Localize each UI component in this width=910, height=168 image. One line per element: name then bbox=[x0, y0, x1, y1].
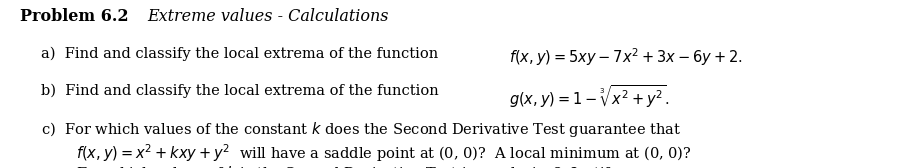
Text: $f(x, y) = x^2 + kxy + y^2$  will have a saddle point at (0, 0)?  A local minimu: $f(x, y) = x^2 + kxy + y^2$ will have a … bbox=[76, 142, 692, 164]
Text: For which values of $k$ is the Second Derivative Test inconclusive?  Justify you: For which values of $k$ is the Second De… bbox=[76, 164, 726, 168]
Text: a)  Find and classify the local extrema of the function: a) Find and classify the local extrema o… bbox=[41, 46, 443, 61]
Text: $f(x, y) = 5xy - 7x^2 + 3x - 6y + 2$.: $f(x, y) = 5xy - 7x^2 + 3x - 6y + 2$. bbox=[509, 46, 743, 68]
Text: b)  Find and classify the local extrema of the function: b) Find and classify the local extrema o… bbox=[41, 83, 443, 98]
Text: $g(x, y) = 1 - \sqrt[3]{x^2 + y^2}$.: $g(x, y) = 1 - \sqrt[3]{x^2 + y^2}$. bbox=[509, 83, 670, 110]
Text: c)  For which values of the constant $k$ does the Second Derivative Test guarant: c) For which values of the constant $k$ … bbox=[41, 120, 681, 139]
Text: Problem 6.2: Problem 6.2 bbox=[20, 8, 128, 25]
Text: Extreme values - Calculations: Extreme values - Calculations bbox=[147, 8, 389, 25]
